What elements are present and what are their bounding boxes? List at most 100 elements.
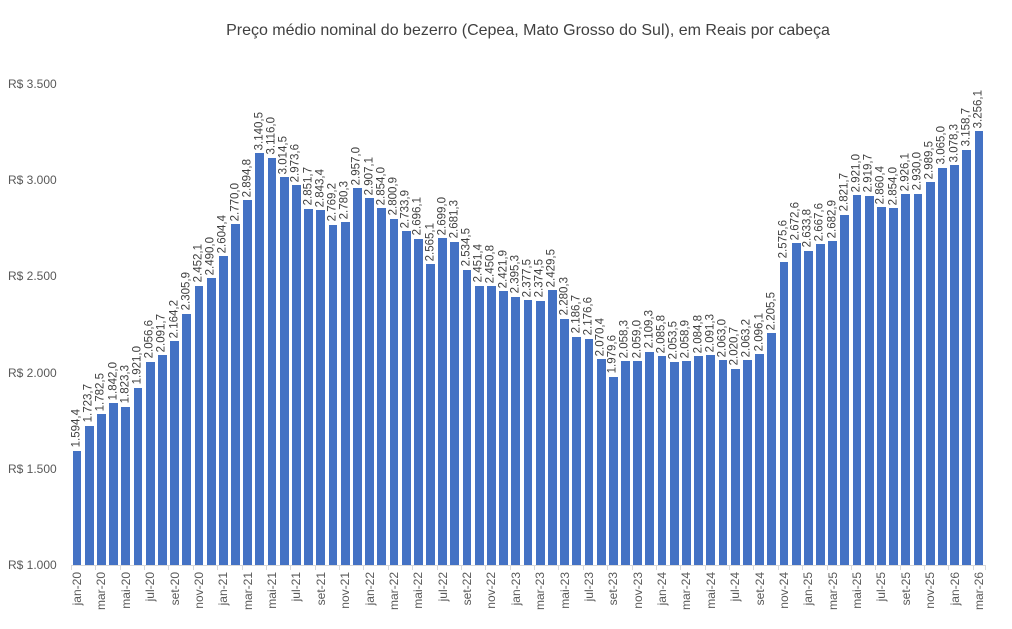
bar-value-label: 3.158,7	[959, 108, 972, 147]
x-axis-label: mai-20	[118, 572, 133, 609]
x-axis-tick	[631, 565, 633, 570]
y-axis: R$ 1.000 R$ 1.500 R$ 2.000 R$ 2.500 R$ 3.000…	[0, 0, 71, 629]
bar	[913, 193, 923, 565]
x-axis-tick	[850, 565, 852, 570]
bar	[803, 250, 813, 565]
bar	[706, 355, 716, 565]
bar-value-label: 2.800,9	[387, 177, 400, 216]
bar-value-label: 3.140,5	[253, 111, 266, 151]
x-axis-tick	[826, 565, 828, 570]
x-axis-tick	[875, 565, 877, 570]
bar-value-label: 2.091,3	[704, 313, 717, 353]
plot-area: 1.594,4 1.723,7 1.782,5 1.842,0 1.823,3 1.921…	[70, 84, 985, 566]
chart-title: Preço médio nominal do bezerro (Cepea, M…	[226, 22, 830, 39]
x-axis-tick	[485, 565, 487, 570]
bar-value-label: 2.926,1	[899, 153, 912, 192]
bar-value-label: 2.854,0	[375, 166, 387, 206]
bar-value-label: 2.575,6	[777, 220, 790, 259]
bar-value-label: 1.921,0	[131, 346, 144, 385]
x-axis-label: jul-21	[289, 572, 304, 602]
bar-value-label: 2.534,5	[460, 228, 473, 267]
bar-value-label: 2.699,0	[435, 196, 448, 236]
bar-value-label: 2.894,8	[240, 159, 253, 198]
bar-value-label: 2.374,5	[533, 259, 546, 298]
x-axis: jan-20 mar-20 mai-20 jul-20 set-20 nov-20 jan-…	[70, 565, 986, 625]
bar	[377, 208, 387, 565]
bar	[511, 296, 521, 565]
bar	[121, 406, 131, 565]
bar-value-label: 2.780,3	[338, 181, 351, 220]
x-axis-label: jan-22	[362, 572, 377, 606]
bar	[669, 362, 679, 565]
x-axis-tick	[753, 565, 755, 570]
x-axis-label: set-23	[606, 572, 621, 606]
bar	[547, 289, 557, 565]
bar	[840, 214, 850, 565]
bar-value-label: 3.256,1	[972, 89, 985, 128]
bar	[535, 300, 545, 565]
x-axis-tick	[972, 565, 974, 570]
y-axis-label: R$ 2.500	[8, 269, 57, 284]
bar	[194, 285, 204, 565]
x-axis-label: mar-26	[971, 572, 986, 611]
bar	[645, 351, 655, 565]
bar	[133, 387, 143, 565]
bar	[389, 218, 399, 565]
bar	[462, 269, 472, 565]
bar-value-label: 2.377,5	[521, 258, 534, 297]
x-axis-label: jul-23	[581, 572, 596, 602]
x-axis-label: mar-24	[679, 572, 694, 611]
bar	[292, 185, 301, 565]
y-axis-label: R$ 3.500	[8, 77, 57, 91]
x-axis-tick	[436, 565, 438, 570]
x-axis-label: mar-25	[825, 572, 840, 611]
x-axis-label: jul-24	[728, 572, 743, 602]
bar-value-label: 2.084,8	[691, 314, 704, 354]
x-axis-tick	[144, 565, 146, 570]
x-axis-label: set-21	[313, 572, 328, 606]
bar-value-label: 2.681,3	[448, 200, 461, 239]
x-axis-tick	[704, 565, 706, 570]
bar	[694, 356, 703, 565]
bar-value-label: 1.594,4	[70, 409, 83, 448]
x-axis-label: jan-25	[801, 572, 816, 606]
bar	[413, 238, 423, 565]
bar	[340, 222, 350, 565]
x-axis-tick	[802, 565, 804, 570]
bar	[218, 256, 228, 565]
x-axis-label: set-20	[167, 572, 182, 606]
bar-value-label: 2.056,6	[143, 320, 156, 359]
x-axis-label: set-24	[752, 572, 767, 606]
bar	[304, 208, 314, 565]
x-axis-tick	[655, 565, 657, 570]
bar	[925, 182, 935, 565]
bar	[255, 153, 265, 565]
bar-value-label: 1.782,5	[94, 373, 107, 412]
x-axis-tick	[192, 565, 194, 570]
bar	[231, 224, 240, 565]
bar-value-label: 2.930,0	[911, 152, 924, 191]
x-axis-label: jul-22	[435, 572, 450, 602]
bar-value-label: 2.020,7	[728, 327, 741, 366]
bar	[474, 285, 484, 565]
x-axis-tick	[412, 565, 414, 570]
bar-value-label: 2.770,0	[228, 183, 241, 222]
bar	[182, 313, 192, 565]
x-axis-label: jan-26	[947, 572, 962, 606]
bar-value-label: 1.842,0	[106, 361, 119, 400]
bar-value-label: 2.973,6	[289, 143, 302, 183]
x-axis-tick	[460, 565, 462, 570]
bar-value-label: 2.696,1	[411, 197, 424, 236]
bar	[328, 224, 338, 565]
bar-value-label: 2.280,3	[557, 277, 570, 316]
bar-value-label: 2.769,2	[326, 183, 339, 222]
bar	[170, 341, 179, 565]
x-axis-tick	[71, 565, 72, 570]
bar-value-label: 2.450,8	[484, 244, 497, 283]
x-axis-tick	[777, 565, 779, 570]
bar	[779, 261, 789, 565]
bar	[267, 157, 277, 565]
x-axis-label: mai-24	[703, 572, 718, 609]
x-axis-tick	[217, 565, 219, 570]
x-axis-tick	[899, 565, 901, 570]
